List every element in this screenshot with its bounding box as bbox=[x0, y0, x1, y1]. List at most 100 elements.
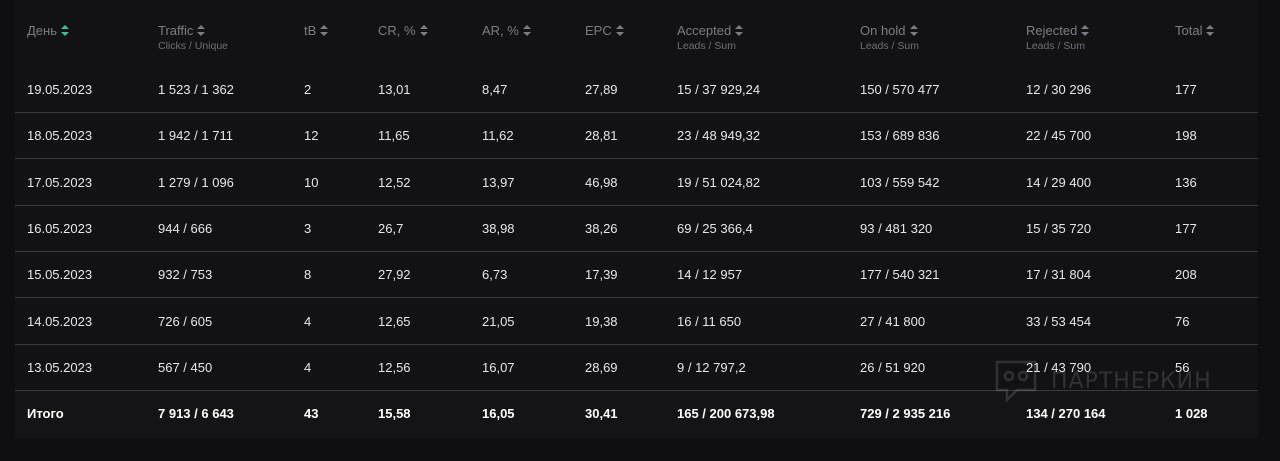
cell-traffic: 1 523 / 1 362 bbox=[158, 82, 234, 97]
cell-traffic: 1 942 / 1 711 bbox=[158, 128, 233, 144]
cell-total: 136 bbox=[1175, 174, 1197, 190]
sort-icon[interactable] bbox=[522, 25, 531, 36]
cell-cr: 13,01 bbox=[378, 82, 411, 97]
cell-ar: 38,98 bbox=[482, 220, 515, 236]
cell-ar: 11,62 bbox=[482, 128, 514, 144]
sort-icon[interactable] bbox=[61, 25, 69, 36]
cell-tb: 43 bbox=[304, 406, 319, 421]
sort-icon[interactable] bbox=[735, 25, 744, 36]
header-rejected-sub: Leads / Sum bbox=[1026, 40, 1085, 52]
header-ar[interactable]: AR, % bbox=[482, 23, 531, 38]
cell-rejected: 33 / 53 454 bbox=[1026, 313, 1092, 329]
cell-accepted: 14 / 12 957 bbox=[677, 267, 743, 283]
cell-epc: 28,81 bbox=[585, 128, 618, 144]
header-tb-label: tB bbox=[304, 23, 317, 38]
header-accepted-label: Accepted bbox=[677, 23, 732, 38]
cell-rejected: 17 / 31 804 bbox=[1026, 267, 1092, 283]
cell-accepted: 23 / 48 949,32 bbox=[677, 128, 761, 144]
sort-icon[interactable] bbox=[197, 25, 206, 36]
cell-epc: 28,69 bbox=[585, 359, 618, 375]
cell-on-hold: 150 / 570 477 bbox=[860, 82, 940, 97]
cell-total: 56 bbox=[1175, 359, 1190, 375]
cell-ar: 13,97 bbox=[482, 174, 515, 190]
sort-icon[interactable] bbox=[1206, 25, 1215, 36]
sort-icon[interactable] bbox=[909, 25, 918, 36]
cell-day: 19.05.2023 bbox=[27, 82, 93, 97]
cell-rejected: 21 / 43 790 bbox=[1026, 359, 1092, 375]
header-ar-label: AR, % bbox=[482, 23, 519, 38]
header-rejected-label: Rejected bbox=[1026, 23, 1078, 38]
cell-rejected: 134 / 270 164 bbox=[1026, 406, 1106, 421]
cell-tb: 2 bbox=[304, 82, 312, 97]
partnerkin-logo-icon bbox=[995, 360, 1037, 404]
header-traffic-sub: Clicks / Unique bbox=[158, 40, 229, 52]
cell-tb: 12 bbox=[304, 128, 319, 144]
header-epc-label: EPC bbox=[585, 23, 612, 38]
cell-cr: 11,65 bbox=[378, 128, 410, 144]
cell-tb: 4 bbox=[304, 313, 312, 329]
header-on-hold-label: On hold bbox=[860, 23, 906, 38]
table-row: 14.05.2023 726 / 605 4 12,65 21,05 19,38 16 / … bbox=[15, 299, 1258, 345]
cell-day: 14.05.2023 bbox=[27, 313, 93, 329]
total-row-background bbox=[15, 391, 1258, 438]
cell-epc: 38,26 bbox=[585, 220, 618, 236]
cell-rejected: 22 / 45 700 bbox=[1026, 128, 1092, 144]
header-epc[interactable]: EPC bbox=[585, 23, 624, 38]
cell-ar: 6,73 bbox=[482, 267, 508, 283]
cell-total: 76 bbox=[1175, 313, 1190, 329]
cell-on-hold: 729 / 2 935 216 bbox=[860, 406, 951, 421]
cell-traffic: 7 913 / 6 643 bbox=[158, 406, 234, 421]
cell-day: Итого bbox=[27, 406, 64, 421]
cell-epc: 27,89 bbox=[585, 82, 618, 97]
cell-accepted: 9 / 12 797,2 bbox=[677, 359, 746, 375]
sort-icon[interactable] bbox=[419, 25, 428, 36]
header-traffic[interactable]: Traffic Clicks / Unique bbox=[158, 23, 228, 52]
cell-traffic: 932 / 753 bbox=[158, 267, 213, 283]
cell-day: 13.05.2023 bbox=[27, 359, 93, 375]
cell-cr: 26,7 bbox=[378, 220, 404, 236]
cell-cr: 12,52 bbox=[378, 174, 411, 190]
header-on-hold[interactable]: On hold Leads / Sum bbox=[860, 23, 919, 52]
watermark-text: ПАРТНЕРКИН bbox=[1051, 368, 1212, 394]
cell-traffic: 726 / 605 bbox=[158, 313, 213, 329]
sort-icon[interactable] bbox=[615, 25, 624, 36]
cell-day: 16.05.2023 bbox=[27, 220, 93, 236]
cell-accepted: 19 / 51 024,82 bbox=[677, 174, 761, 190]
cell-cr: 27,92 bbox=[378, 267, 411, 283]
cell-total: 177 bbox=[1175, 82, 1197, 97]
cell-epc: 30,41 bbox=[585, 406, 618, 421]
header-cr[interactable]: CR, % bbox=[378, 23, 428, 38]
cell-rejected: 15 / 35 720 bbox=[1026, 220, 1092, 236]
cell-ar: 21,05 bbox=[482, 313, 515, 329]
cell-ar: 16,05 bbox=[482, 406, 515, 421]
header-day[interactable]: День bbox=[27, 23, 69, 38]
cell-epc: 46,98 bbox=[585, 174, 618, 190]
header-total-label: Total bbox=[1175, 23, 1203, 38]
table-row: 15.05.2023 932 / 753 8 27,92 6,73 17,39 14 / 1… bbox=[15, 252, 1258, 299]
sort-icon[interactable] bbox=[1081, 25, 1090, 36]
cell-accepted: 15 / 37 929,24 bbox=[677, 82, 761, 97]
cell-epc: 19,38 bbox=[585, 313, 618, 329]
cell-total: 208 bbox=[1175, 267, 1197, 283]
sort-icon[interactable] bbox=[320, 25, 329, 36]
table-row: 16.05.2023 944 / 666 3 26,7 38,98 38,26 69 / 2… bbox=[15, 206, 1258, 252]
cell-on-hold: 26 / 51 920 bbox=[860, 359, 926, 375]
cell-ar: 8,47 bbox=[482, 82, 508, 97]
header-cr-label: CR, % bbox=[378, 23, 416, 38]
cell-on-hold: 27 / 41 800 bbox=[860, 313, 926, 329]
cell-day: 15.05.2023 bbox=[27, 267, 93, 283]
header-accepted-sub: Leads / Sum bbox=[677, 40, 736, 52]
header-tb[interactable]: tB bbox=[304, 23, 329, 38]
cell-cr: 12,56 bbox=[378, 359, 411, 375]
header-on-hold-sub: Leads / Sum bbox=[860, 40, 919, 52]
cell-accepted: 16 / 11 650 bbox=[677, 313, 742, 329]
header-rejected[interactable]: Rejected Leads / Sum bbox=[1026, 23, 1090, 52]
cell-total: 198 bbox=[1175, 128, 1197, 144]
cell-tb: 3 bbox=[304, 220, 312, 236]
cell-tb: 4 bbox=[304, 359, 312, 375]
cell-day: 17.05.2023 bbox=[27, 174, 93, 190]
header-total[interactable]: Total bbox=[1175, 23, 1215, 38]
header-traffic-label: Traffic bbox=[158, 23, 194, 38]
cell-traffic: 567 / 450 bbox=[158, 359, 213, 375]
header-accepted[interactable]: Accepted Leads / Sum bbox=[677, 23, 744, 52]
